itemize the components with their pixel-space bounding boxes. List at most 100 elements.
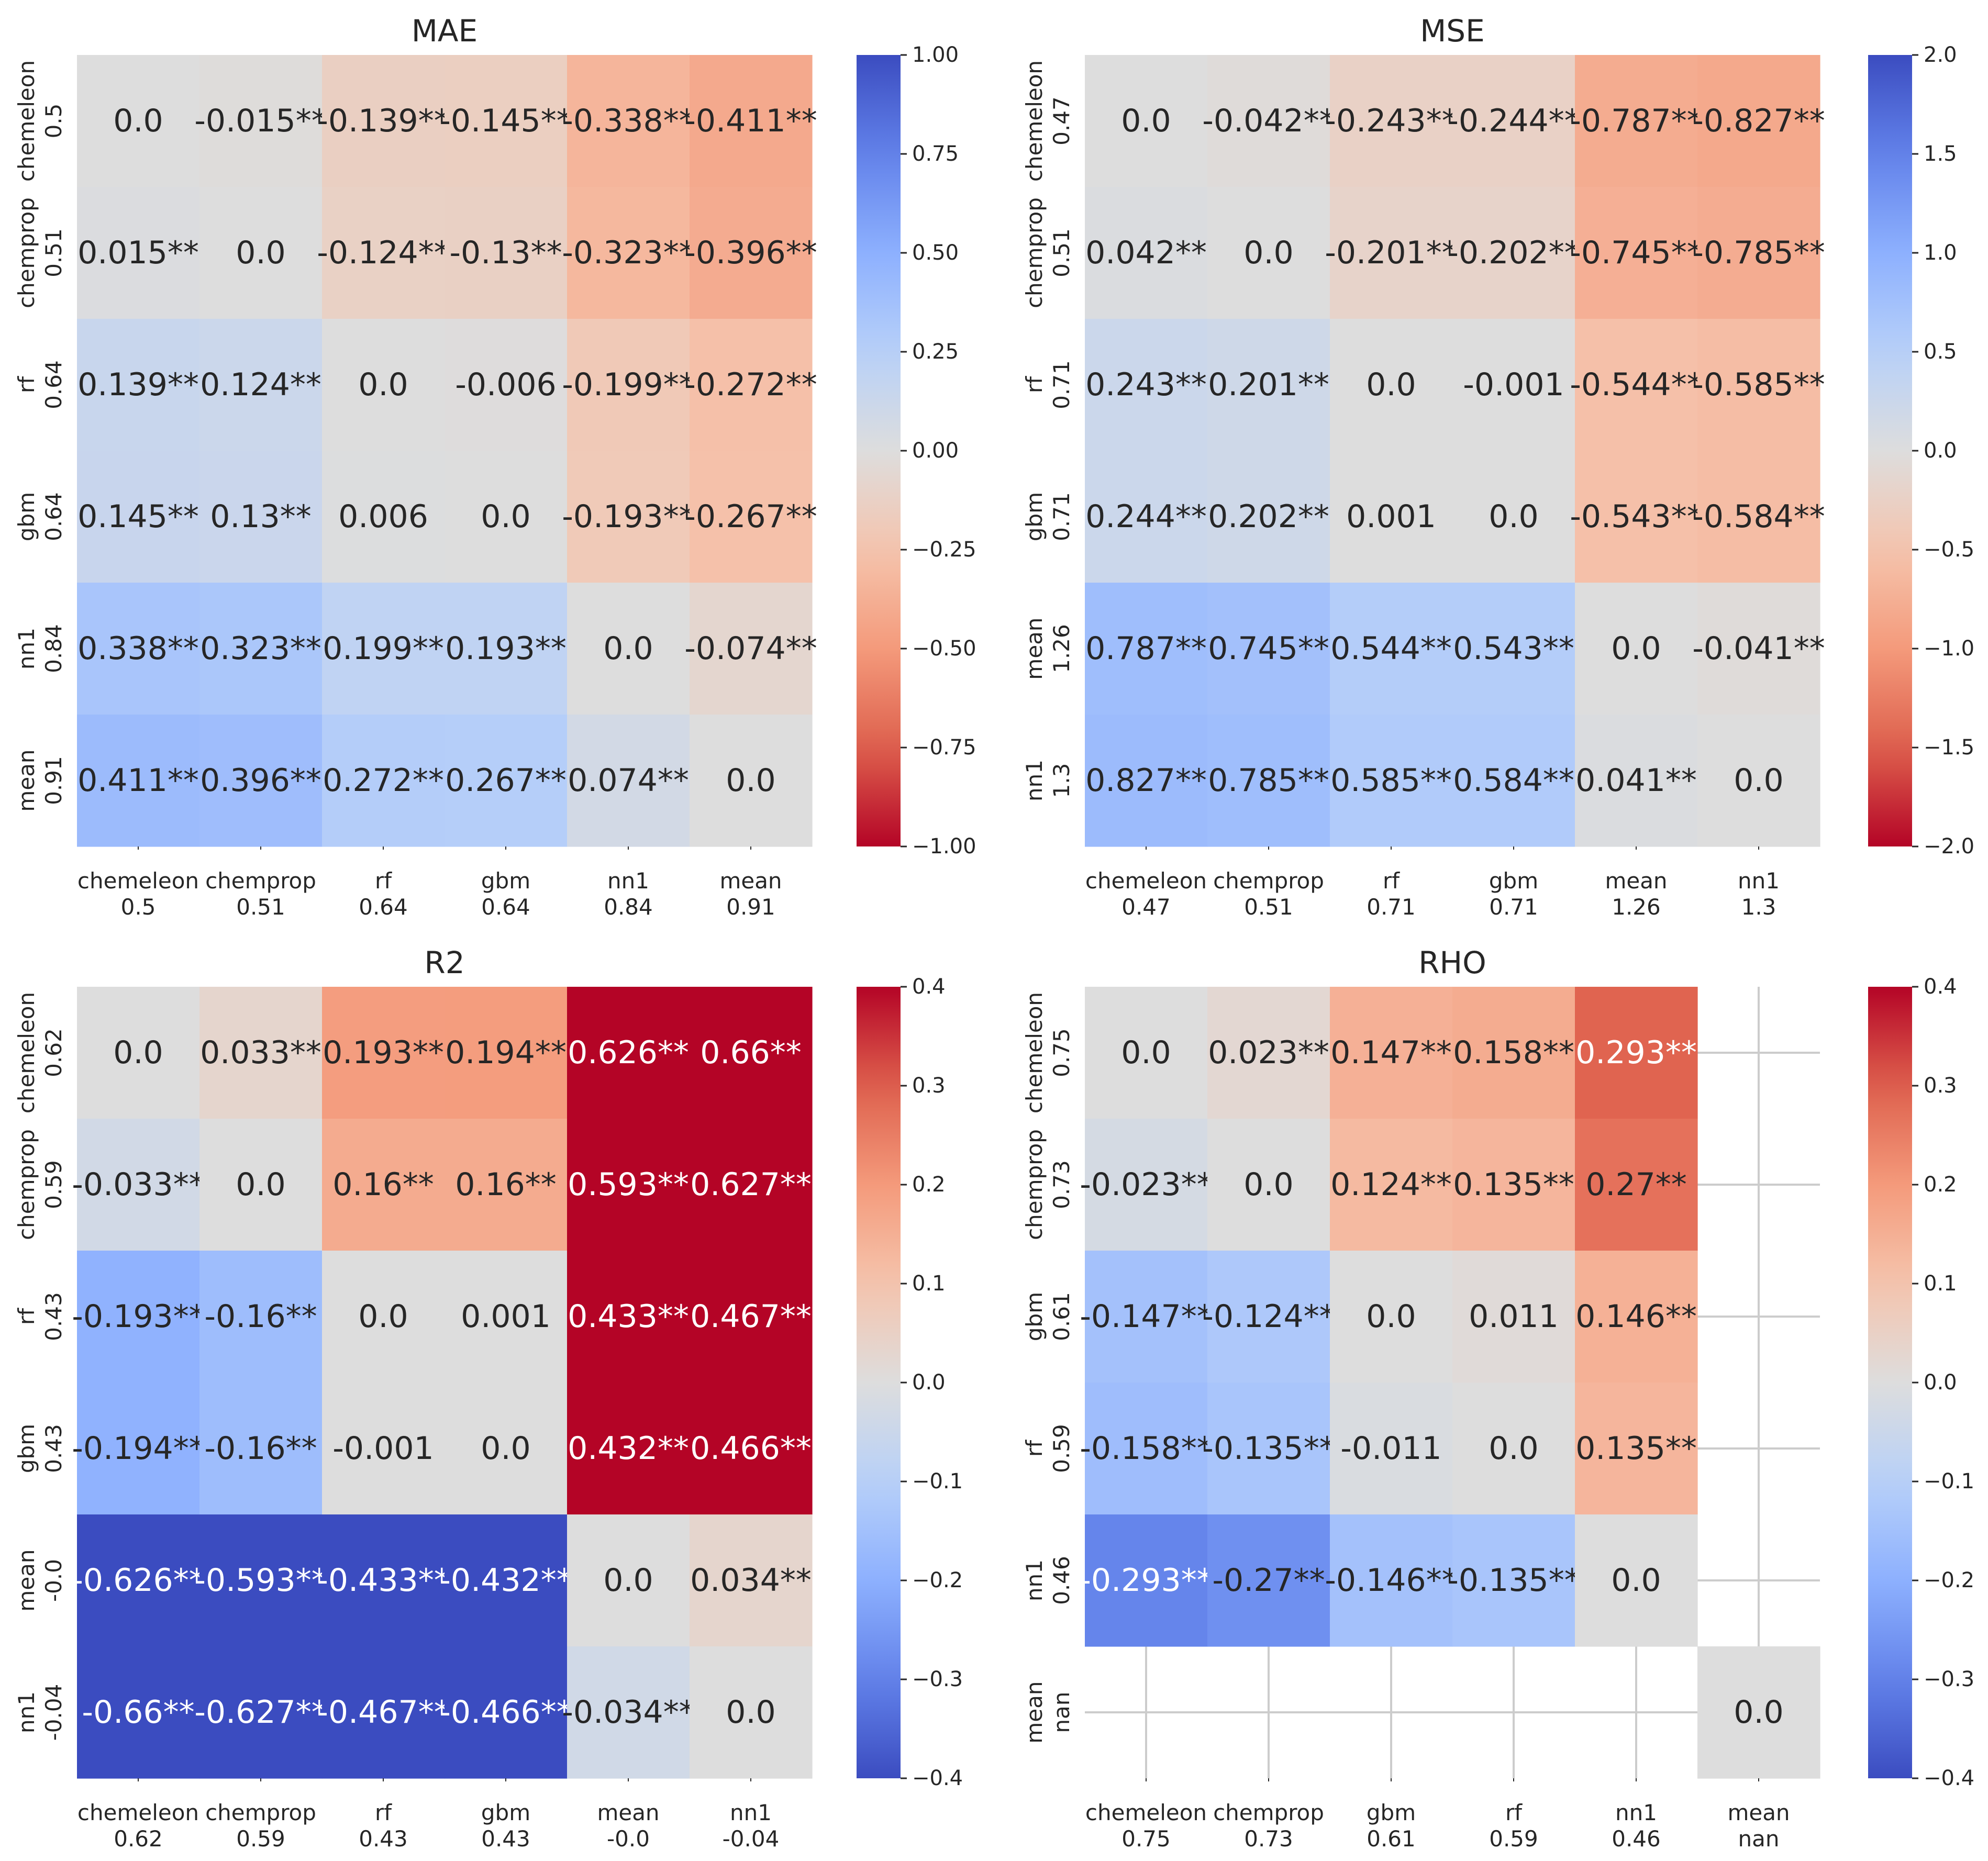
heatmap-cell	[1575, 1383, 1698, 1515]
heatmap-cell	[445, 987, 568, 1119]
colorbar-tick-label: 2.0	[1924, 43, 1957, 67]
y-tick-label: mean	[1021, 1681, 1047, 1743]
colorbar	[1868, 55, 1912, 846]
cell-label: -0.411**	[684, 103, 817, 139]
heatmap-cell	[322, 187, 445, 319]
cell-label: 0.135**	[1575, 1430, 1697, 1467]
y-tick-score: 0.91	[41, 756, 66, 805]
heatmap-cell	[1207, 1251, 1330, 1383]
x-tick-score: 0.61	[1367, 1826, 1416, 1852]
heatmap-cell	[1085, 451, 1208, 583]
heatmap-cell	[1085, 583, 1208, 715]
heatmap-cell	[322, 1646, 445, 1779]
y-tick-score: 0.43	[41, 1292, 66, 1341]
cell-label: -0.042**	[1202, 103, 1335, 139]
y-tick-label: chemeleon	[14, 60, 39, 182]
heatmap-cell	[567, 1514, 690, 1647]
cell-label: -0.001	[1463, 366, 1564, 403]
heatmap-cell	[1575, 1251, 1698, 1383]
x-tick-label: nn1	[607, 868, 649, 894]
cell-label: 0.033**	[200, 1034, 321, 1071]
cell-label: -0.396**	[684, 235, 817, 271]
heatmap-cell	[1452, 1119, 1575, 1251]
cell-label: -0.001	[332, 1430, 434, 1467]
heatmap-cell	[77, 55, 200, 187]
cell-label: -0.585**	[1692, 366, 1825, 403]
y-tick-label: chemeleon	[14, 992, 39, 1113]
y-tick-score: 0.64	[41, 360, 66, 409]
cell-label: -0.034**	[562, 1694, 694, 1731]
cell-label: 0.139**	[77, 366, 199, 403]
cell-label: 0.0	[1489, 1430, 1538, 1467]
heatmap-cell	[1207, 715, 1330, 847]
heatmap-cell	[199, 1514, 323, 1647]
colorbar-tick-label: 0.2	[912, 1173, 946, 1197]
heatmap-cell	[1085, 1119, 1208, 1251]
cell-label: 0.0	[236, 235, 285, 271]
cell-label: 0.0	[1734, 762, 1783, 799]
heatmap-cell	[1085, 187, 1208, 319]
heatmap-cell	[199, 1119, 323, 1251]
heatmap-cell	[567, 715, 690, 847]
heatmap-cell	[1330, 1251, 1453, 1383]
x-tick-label: chemeleon	[1085, 1800, 1207, 1825]
cell-label: 0.16**	[455, 1166, 557, 1203]
colorbar-tick-label: 0.0	[1924, 1370, 1957, 1395]
heatmap-cell	[1207, 187, 1330, 319]
x-tick-label: gbm	[481, 868, 530, 894]
y-tick-label: rf	[14, 1308, 39, 1325]
cell-label: 0.0	[1243, 1166, 1293, 1203]
cell-label: 0.135**	[1453, 1166, 1574, 1203]
panel-title: RHO	[1418, 945, 1486, 980]
y-tick-score: -0.0	[41, 1559, 66, 1602]
cell-label: -0.432**	[439, 1562, 572, 1599]
cell-label: -0.145**	[439, 103, 572, 139]
heatmap-cell	[77, 1646, 200, 1779]
cell-label: 0.396**	[200, 762, 321, 799]
heatmap-cell	[1207, 583, 1330, 715]
heatmap-cell	[199, 987, 323, 1119]
heatmap-cell	[690, 187, 813, 319]
x-tick-label: chemeleon	[77, 1800, 199, 1825]
x-tick-score: 0.43	[359, 1826, 408, 1852]
x-tick-score: 0.5	[121, 894, 156, 920]
heatmap-cell	[1452, 451, 1575, 583]
heatmap-cell	[1207, 1514, 1330, 1647]
heatmap-cell	[1085, 987, 1208, 1119]
cell-label: 0.193**	[445, 630, 567, 667]
heatmap-cell	[199, 55, 323, 187]
panel-title: MAE	[412, 13, 477, 49]
cell-label: 0.593**	[568, 1166, 689, 1203]
panel-title: R2	[424, 945, 464, 980]
colorbar-tick-label: −0.1	[912, 1469, 963, 1494]
heatmap-cell	[567, 987, 690, 1119]
cell-label: 0.146**	[1575, 1298, 1697, 1335]
heatmap-cell	[445, 319, 568, 451]
y-tick-label: nn1	[14, 628, 39, 670]
cell-label: 0.267**	[445, 762, 567, 799]
cell-label: 0.411**	[77, 762, 199, 799]
x-tick-label: mean	[1727, 1800, 1790, 1825]
cell-label: -0.147**	[1080, 1298, 1212, 1335]
colorbar	[857, 55, 901, 846]
cell-label: -0.074**	[684, 630, 817, 667]
heatmap-cell	[567, 583, 690, 715]
heatmap-cell	[1575, 987, 1698, 1119]
x-tick-score: 0.64	[481, 894, 530, 920]
y-tick-label: gbm	[1021, 1292, 1047, 1341]
colorbar-tick-label: −0.5	[1924, 538, 1974, 562]
y-tick-label: rf	[1021, 1440, 1047, 1457]
cell-label: 0.544**	[1330, 630, 1452, 667]
cell-label: 0.585**	[1330, 762, 1452, 799]
x-tick-score: 0.64	[359, 894, 408, 920]
y-tick-label: rf	[14, 376, 39, 393]
colorbar-tick-label: −0.4	[1924, 1766, 1974, 1790]
x-tick-score: 0.46	[1612, 1826, 1661, 1852]
heatmap-cell	[1207, 1383, 1330, 1515]
heatmap-cell	[445, 187, 568, 319]
heatmap-cell	[1207, 451, 1330, 583]
x-tick-label: nn1	[730, 1800, 772, 1825]
heatmap-cell	[1575, 55, 1698, 187]
cell-label: -0.011	[1340, 1430, 1441, 1467]
